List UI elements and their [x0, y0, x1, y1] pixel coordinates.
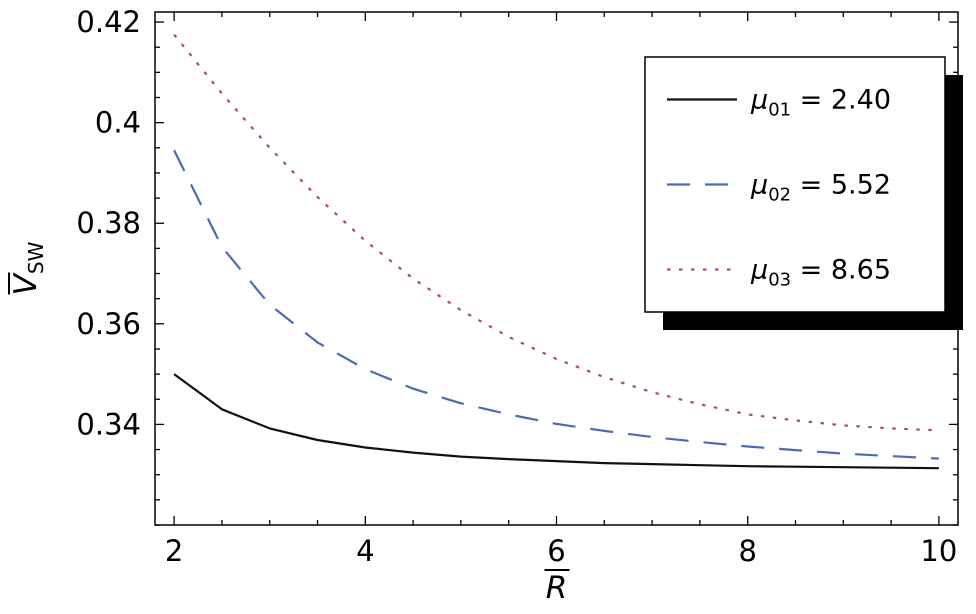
svg-text:R: R [546, 570, 568, 606]
series-mu03 [173, 33, 939, 432]
y-tick-label: 0.38 [76, 206, 141, 240]
y-tick-label: 0.4 [95, 106, 141, 140]
series-mu01 [173, 373, 939, 470]
x-axis-label: R [544, 569, 570, 606]
series-mu02 [173, 149, 939, 460]
x-tick-label: 2 [165, 534, 183, 568]
x-tick-label: 4 [356, 534, 374, 568]
y-tick-label: 0.34 [76, 407, 141, 441]
x-tick-label: 8 [738, 534, 756, 568]
legend-label-mu02: μ02 = 5.52 [750, 170, 891, 206]
x-tick-label: 6 [547, 534, 565, 568]
svg-text:VSW: VSW [8, 241, 48, 295]
legend-label-mu01: μ01 = 2.40 [750, 85, 891, 121]
y-axis-label: VSW [8, 241, 48, 295]
x-tick-label: 10 [920, 534, 957, 568]
legend-label-mu03: μ03 = 8.65 [750, 255, 891, 291]
y-tick-label: 0.36 [76, 307, 141, 341]
y-tick-label: 0.42 [76, 5, 141, 39]
